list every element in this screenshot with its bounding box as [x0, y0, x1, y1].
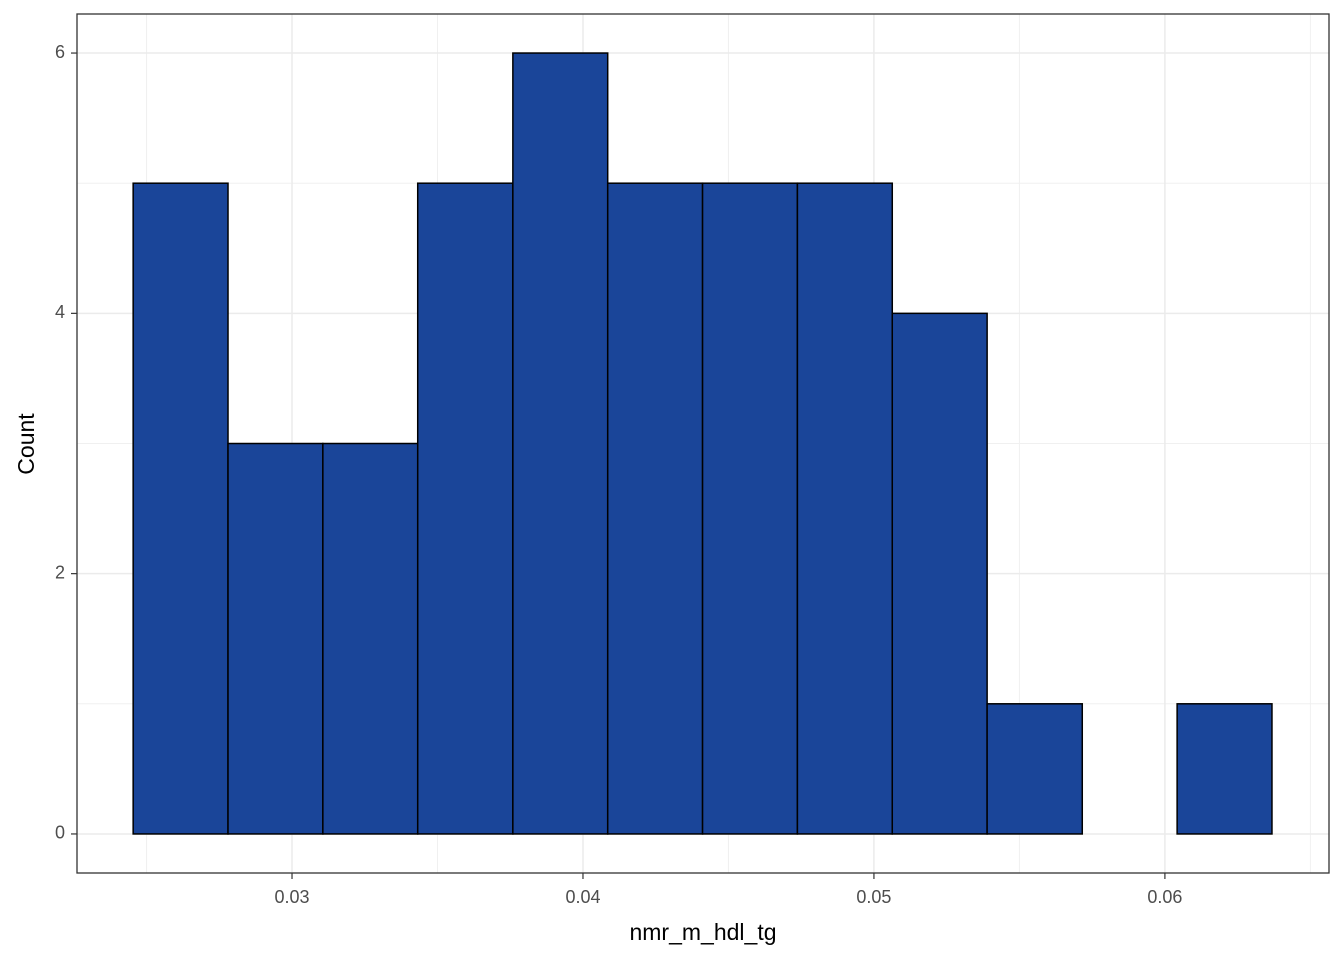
- bar: [796, 182, 894, 835]
- panel-border: [76, 13, 1330, 874]
- x-tick-label: 0.04: [565, 887, 600, 907]
- bar: [416, 182, 514, 835]
- x-tick-label: 0.05: [856, 887, 891, 907]
- x-tick-label: 0.03: [274, 887, 309, 907]
- y-tick-label: 2: [55, 562, 65, 582]
- x-axis-title: nmr_m_hdl_tg: [629, 919, 776, 945]
- y-tick-label: 6: [55, 42, 65, 62]
- bar: [132, 182, 229, 835]
- bar: [512, 52, 609, 835]
- bar: [701, 182, 799, 835]
- y-tick-label: 4: [55, 302, 65, 322]
- y-tick-label: 0: [55, 823, 65, 843]
- bar: [606, 182, 704, 835]
- bar: [322, 442, 419, 835]
- bar: [227, 442, 324, 835]
- bar: [986, 703, 1084, 835]
- y-axis-title: Count: [13, 413, 39, 475]
- bar: [891, 312, 988, 835]
- bar: [1176, 703, 1273, 835]
- x-tick-label: 0.06: [1147, 887, 1182, 907]
